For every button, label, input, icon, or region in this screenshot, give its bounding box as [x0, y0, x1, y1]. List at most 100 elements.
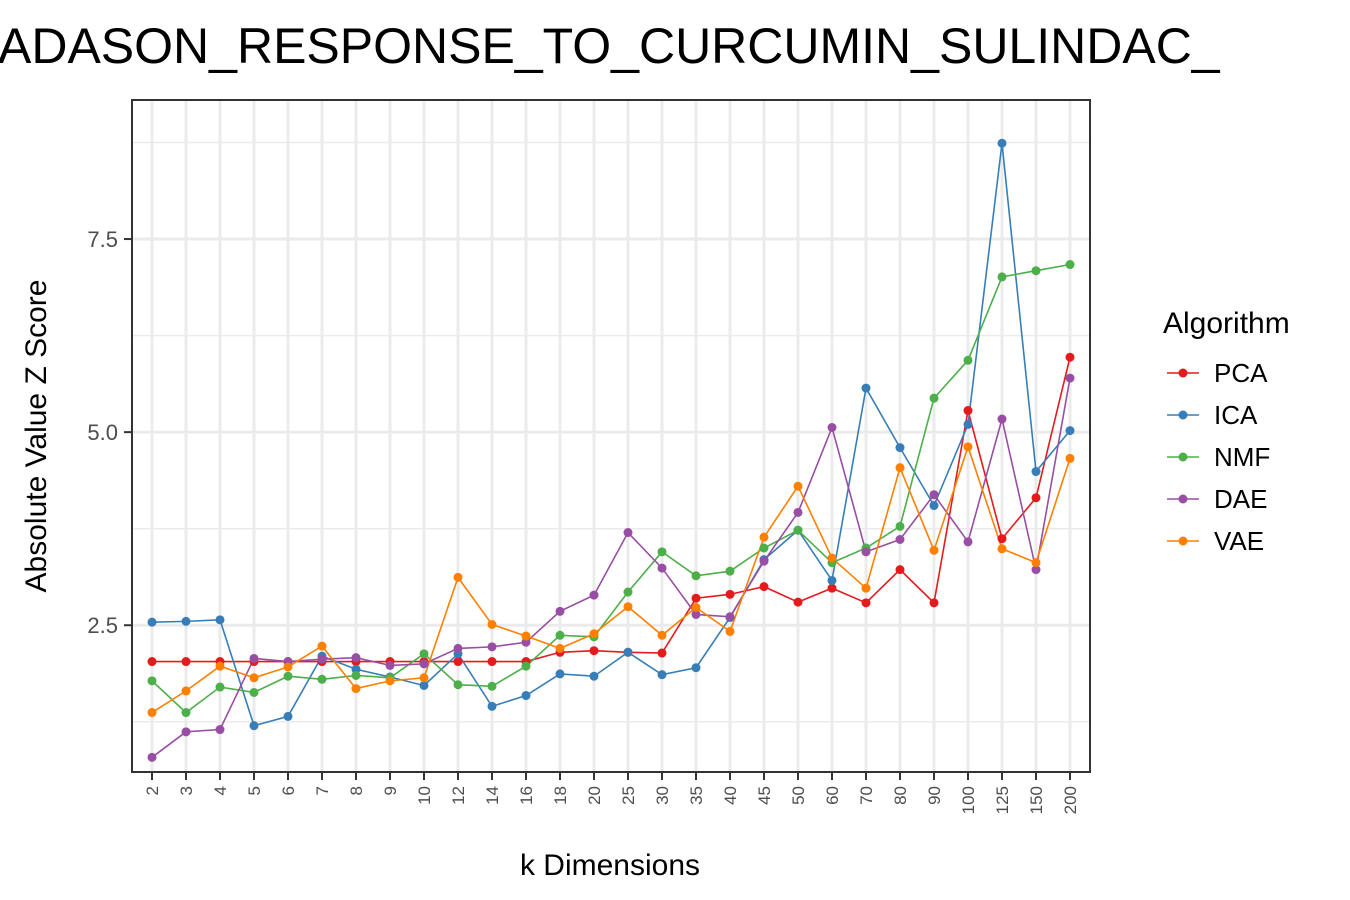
data-point-dae: [1065, 373, 1075, 383]
x-tick-label: 8: [347, 786, 366, 795]
data-point-nmf: [351, 670, 361, 680]
data-point-ica: [419, 680, 429, 690]
data-point-nmf: [249, 687, 259, 697]
data-point-ica: [487, 701, 497, 711]
plot-panel-border: [131, 99, 1091, 773]
x-tick-label: 70: [857, 786, 876, 805]
series-line-vae: [151, 444, 1071, 714]
data-point-dae: [997, 414, 1007, 424]
data-point-nmf: [657, 547, 667, 557]
x-tick-label: 40: [721, 786, 740, 805]
x-tick-label: 80: [891, 786, 910, 805]
series-line-ica: [151, 143, 1071, 727]
data-point-pca: [963, 406, 973, 416]
data-point-ica: [861, 383, 871, 393]
data-point-ica: [997, 138, 1007, 148]
data-point-dae: [963, 537, 973, 547]
data-point-nmf: [215, 682, 225, 692]
data-point-nmf: [1065, 260, 1075, 270]
data-point-dae: [521, 637, 531, 647]
data-point-ica: [555, 669, 565, 679]
legend: Algorithm PCA ICA NMF DAE VAE: [1163, 307, 1290, 556]
data-point-dae: [419, 659, 429, 669]
x-tick-label: 150: [1027, 786, 1046, 814]
data-point-ica: [963, 419, 973, 429]
y-axis-title: Absolute Value Z Score: [20, 280, 53, 593]
data-point-dae: [351, 653, 361, 663]
data-point-vae: [725, 626, 735, 636]
data-point-ica: [283, 711, 293, 721]
x-tick-label: 4: [211, 786, 230, 795]
data-point-dae: [895, 535, 905, 545]
x-tick-label: 45: [755, 786, 774, 805]
data-point-vae: [589, 629, 599, 639]
chart-title: ADASON_RESPONSE_TO_CURCUMIN_SULINDAC_: [0, 18, 1221, 74]
data-point-pca: [487, 657, 497, 667]
x-tick-label: 14: [483, 786, 502, 805]
x-tick-label: 60: [823, 786, 842, 805]
data-point-vae: [1065, 453, 1075, 463]
data-point-nmf: [147, 676, 157, 686]
data-point-ica: [181, 616, 191, 626]
data-point-nmf: [929, 393, 939, 403]
x-tick-label: 90: [925, 786, 944, 805]
data-point-vae: [759, 532, 769, 542]
x-tick-label: 200: [1061, 786, 1080, 814]
data-point-vae: [249, 673, 259, 683]
data-point-ica: [147, 617, 157, 627]
data-point-pca: [793, 597, 803, 607]
data-point-ica: [1031, 467, 1041, 477]
data-point-dae: [487, 642, 497, 652]
data-point-pca: [861, 598, 871, 608]
data-point-dae: [623, 528, 633, 538]
data-point-dae: [691, 609, 701, 619]
data-point-nmf: [1031, 266, 1041, 276]
data-point-vae: [453, 572, 463, 582]
minor-gridlines: [132, 141, 1090, 723]
data-point-nmf: [181, 708, 191, 718]
data-point-nmf: [487, 681, 497, 691]
data-point-vae: [147, 708, 157, 718]
x-tick-label: 100: [959, 786, 978, 814]
data-point-vae: [691, 602, 701, 612]
y-tick-label: 5.0: [87, 420, 118, 445]
data-point-ica: [215, 615, 225, 625]
x-tick-label: 16: [517, 786, 536, 805]
legend-title: Algorithm: [1163, 307, 1290, 340]
data-point-dae: [793, 507, 803, 517]
data-point-vae: [793, 481, 803, 491]
data-point-ica: [929, 501, 939, 511]
x-tick-label: 5: [245, 786, 264, 795]
data-point-pca: [997, 534, 1007, 544]
data-point-pca: [929, 598, 939, 608]
data-point-dae: [181, 727, 191, 737]
data-point-vae: [657, 630, 667, 640]
data-point-dae: [147, 752, 157, 762]
data-point-vae: [555, 643, 565, 653]
data-point-dae: [249, 653, 259, 663]
data-point-dae: [1031, 565, 1041, 575]
data-point-ica: [623, 647, 633, 657]
data-point-pca: [725, 589, 735, 599]
data-point-ica: [249, 721, 259, 731]
data-point-nmf: [317, 674, 327, 684]
series-line-pca: [152, 357, 1071, 663]
data-point-nmf: [793, 525, 803, 535]
data-point-vae: [351, 684, 361, 694]
data-point-ica: [589, 671, 599, 681]
y-tick-label: 2.5: [87, 613, 118, 638]
data-point-nmf: [997, 272, 1007, 282]
data-point-vae: [997, 544, 1007, 554]
x-axis: 2 3 4 5 6 7 8 9 10 12 14 16 18 20 25 30 35 40 45 50 60 70 80 90…: [143, 772, 1080, 814]
data-point-dae: [929, 490, 939, 500]
series-points: [147, 138, 1075, 762]
x-tick-label: 20: [585, 786, 604, 805]
series-lines: [151, 143, 1071, 758]
data-point-dae: [555, 606, 565, 616]
x-tick-label: 6: [279, 786, 298, 795]
data-point-pca: [827, 583, 837, 593]
data-point-vae: [963, 442, 973, 452]
data-point-vae: [317, 641, 327, 651]
x-tick-label: 12: [449, 786, 468, 805]
data-point-vae: [521, 631, 531, 641]
